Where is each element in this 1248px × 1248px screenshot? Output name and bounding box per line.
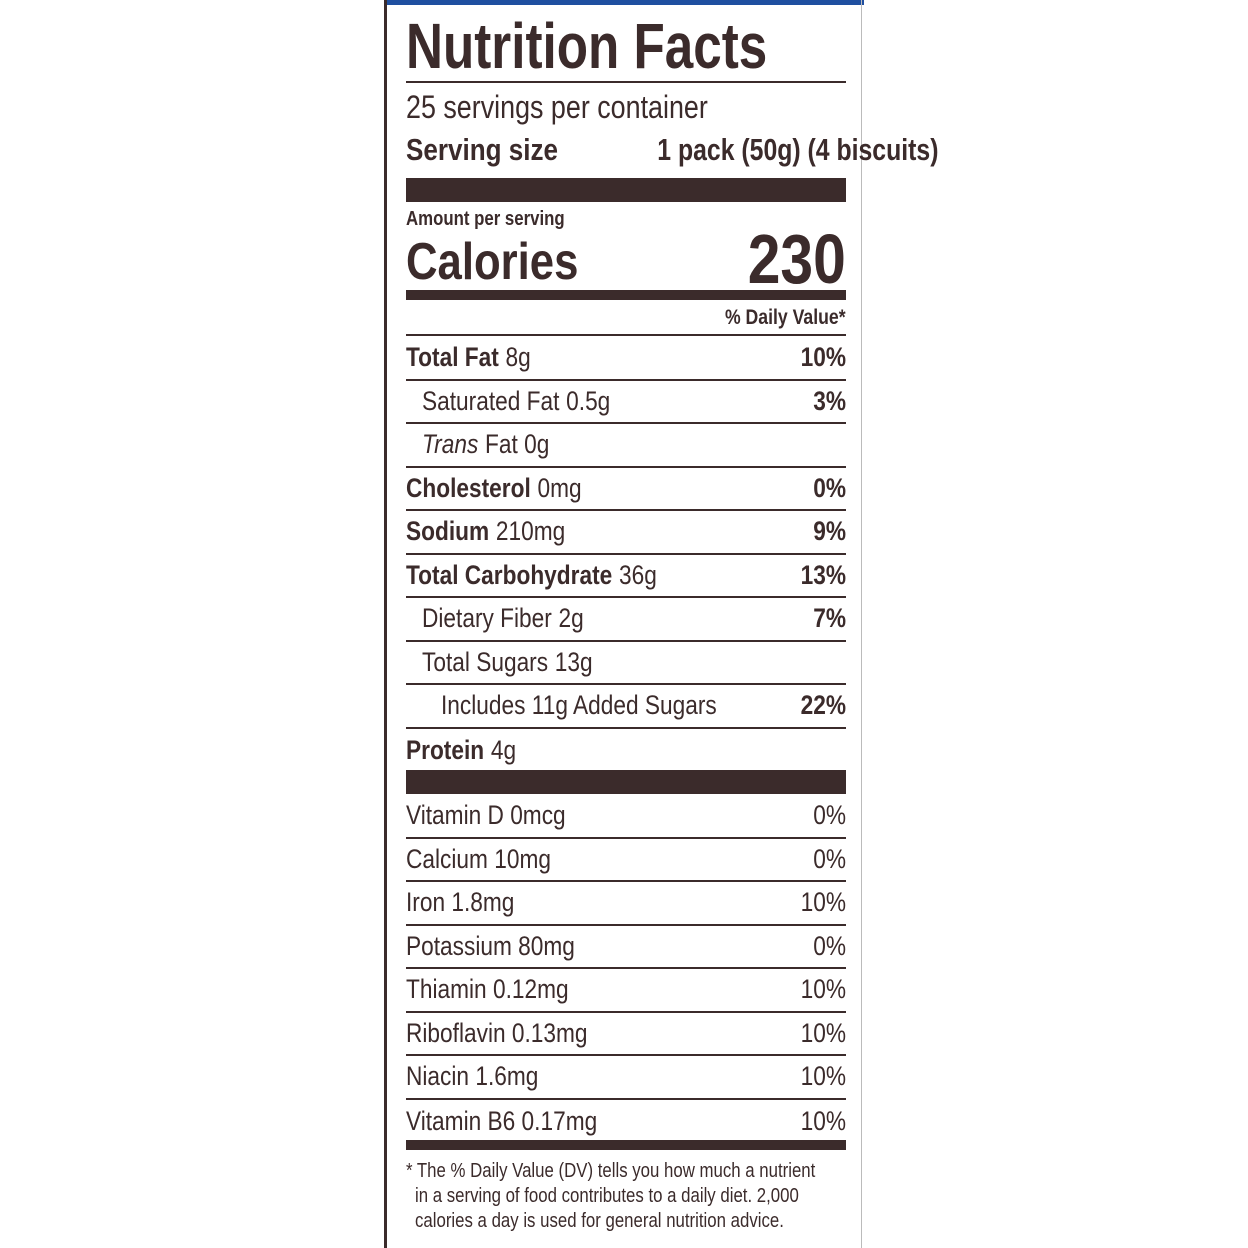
nutrient-amount: 8g [505, 342, 531, 373]
footnote-line: in a serving of food contributes to a da… [415, 1184, 872, 1209]
divider [406, 81, 846, 83]
vitamin-dv: 0% [813, 800, 846, 831]
thick-bar [406, 770, 846, 794]
calories-label: Calories [406, 233, 579, 291]
nutrient-dv: 10% [800, 342, 846, 373]
serving-size-value: 1 pack (50g) (4 biscuits) [657, 132, 939, 167]
nutrient-dv: 7% [813, 603, 846, 634]
servings-text: 25 servings per container [406, 89, 708, 125]
divider [406, 334, 846, 336]
vitamin-dv: 10% [800, 1017, 846, 1048]
medium-bar [406, 290, 846, 300]
nutrient-row: Sodium 210mg 9% [406, 511, 846, 555]
nutrient-amount: 4g [490, 734, 517, 765]
amount-text: Amount per serving [406, 208, 565, 230]
vitamin-row: Potassium 80mg 0% [406, 926, 846, 969]
nutrient-name: Total Fat [406, 342, 499, 373]
nutrient-row: Total Fat 8g 10% [406, 337, 846, 381]
footnote-line: calories a day is used for general nutri… [415, 1209, 854, 1234]
nutrient-dv: 9% [813, 516, 846, 547]
nutrient-row: Cholesterol 0mg 0% [406, 468, 846, 511]
vitamin-row: Riboflavin 0.13mg 10% [406, 1013, 846, 1056]
nutrient-name: Total Carbohydrate [406, 559, 613, 590]
label-panel [384, 0, 862, 1248]
vitamin-row: Vitamin B6 0.17mg 10% [406, 1100, 846, 1144]
footnote-text: in a serving of food contributes to a da… [415, 1185, 799, 1207]
vitamin-name: Thiamin 0.12mg [406, 974, 569, 1005]
nutrient-dv: 22% [800, 690, 846, 721]
nutrient-amount: 36g [618, 559, 657, 590]
nutrient-dv: 3% [813, 385, 846, 416]
vitamin-dv: 0% [813, 843, 846, 874]
nutrient-amount: 13g [554, 646, 593, 677]
nutrient-name: Includes 11g Added Sugars [441, 690, 717, 721]
calories-value: 230 [747, 220, 846, 298]
nutrient-name: Cholesterol [406, 472, 531, 503]
vitamin-name: Vitamin B6 0.17mg [406, 1105, 598, 1136]
servings: 25 servings per container [406, 88, 846, 126]
label-title: Nutrition Facts [406, 10, 846, 82]
nutrient-row: Saturated Fat 0.5g 3% [406, 381, 846, 424]
vitamin-row: Iron 1.8mg 10% [406, 882, 846, 926]
nutrient-name: Saturated Fat [422, 385, 560, 416]
nutrient-row: Dietary Fiber 2g 7% [406, 598, 846, 642]
calories: Calories 230 [406, 220, 846, 298]
nutrient-name: Total Sugars [422, 646, 549, 677]
medium-bar [406, 1140, 846, 1150]
vitamin-dv: 0% [813, 930, 846, 961]
top-strip [384, 0, 864, 5]
nutrient-name: Sodium [406, 516, 490, 547]
nutrient-row: Protein 4g [406, 729, 846, 773]
nutrient-amount: Fat 0g [485, 429, 550, 460]
title-text: Nutrition Facts [406, 10, 768, 82]
footnote-line: * The % Daily Value (DV) tells you how m… [406, 1159, 893, 1184]
nutrient-name: Dietary Fiber [422, 603, 552, 634]
vitamin-name: Calcium 10mg [406, 843, 551, 874]
vitamin-name: Iron 1.8mg [406, 887, 515, 918]
footnote-text: calories a day is used for general nutri… [415, 1210, 784, 1232]
vitamin-dv: 10% [800, 1105, 846, 1136]
vitamin-row: Thiamin 0.12mg 10% [406, 969, 846, 1013]
footnote-text: * The % Daily Value (DV) tells you how m… [406, 1160, 816, 1182]
vitamin-dv: 10% [800, 974, 846, 1005]
vitamin-name: Riboflavin 0.13mg [406, 1017, 588, 1048]
nutrient-amount: 0.5g [566, 385, 611, 416]
nutrient-amount: 210mg [495, 516, 566, 547]
vitamin-name: Vitamin D 0mcg [406, 800, 566, 831]
nutrient-row: Total Sugars 13g [406, 642, 846, 685]
amount-per-serving: Amount per serving [406, 207, 846, 231]
nutrient-row: Total Carbohydrate 36g 13% [406, 555, 846, 598]
nutrient-row: Trans Fat 0g [406, 424, 846, 468]
dv-header-text: % Daily Value* [725, 306, 846, 329]
vitamin-row: Niacin 1.6mg 10% [406, 1056, 846, 1100]
nutrient-dv: 13% [800, 559, 846, 590]
vitamin-name: Potassium 80mg [406, 930, 575, 961]
serving-size: Serving size 1 pack (50g) (4 biscuits) [406, 131, 938, 169]
vitamin-name: Niacin 1.6mg [406, 1061, 539, 1092]
vitamin-dv: 10% [800, 887, 846, 918]
vitamin-row: Vitamin D 0mcg 0% [406, 795, 846, 839]
nutrient-amount: 0mg [537, 472, 582, 503]
nutrient-name: Protein [406, 734, 485, 765]
nutrient-dv: 0% [813, 472, 846, 503]
nutrient-row: Includes 11g Added Sugars 22% [406, 685, 846, 729]
serving-size-label: Serving size [406, 132, 558, 167]
dv-header: % Daily Value* [406, 305, 846, 331]
nutrient-name: Trans [422, 429, 479, 460]
vitamin-row: Calcium 10mg 0% [406, 839, 846, 882]
vitamin-dv: 10% [800, 1061, 846, 1092]
thick-bar [406, 178, 846, 202]
nutrient-amount: 2g [558, 603, 584, 634]
